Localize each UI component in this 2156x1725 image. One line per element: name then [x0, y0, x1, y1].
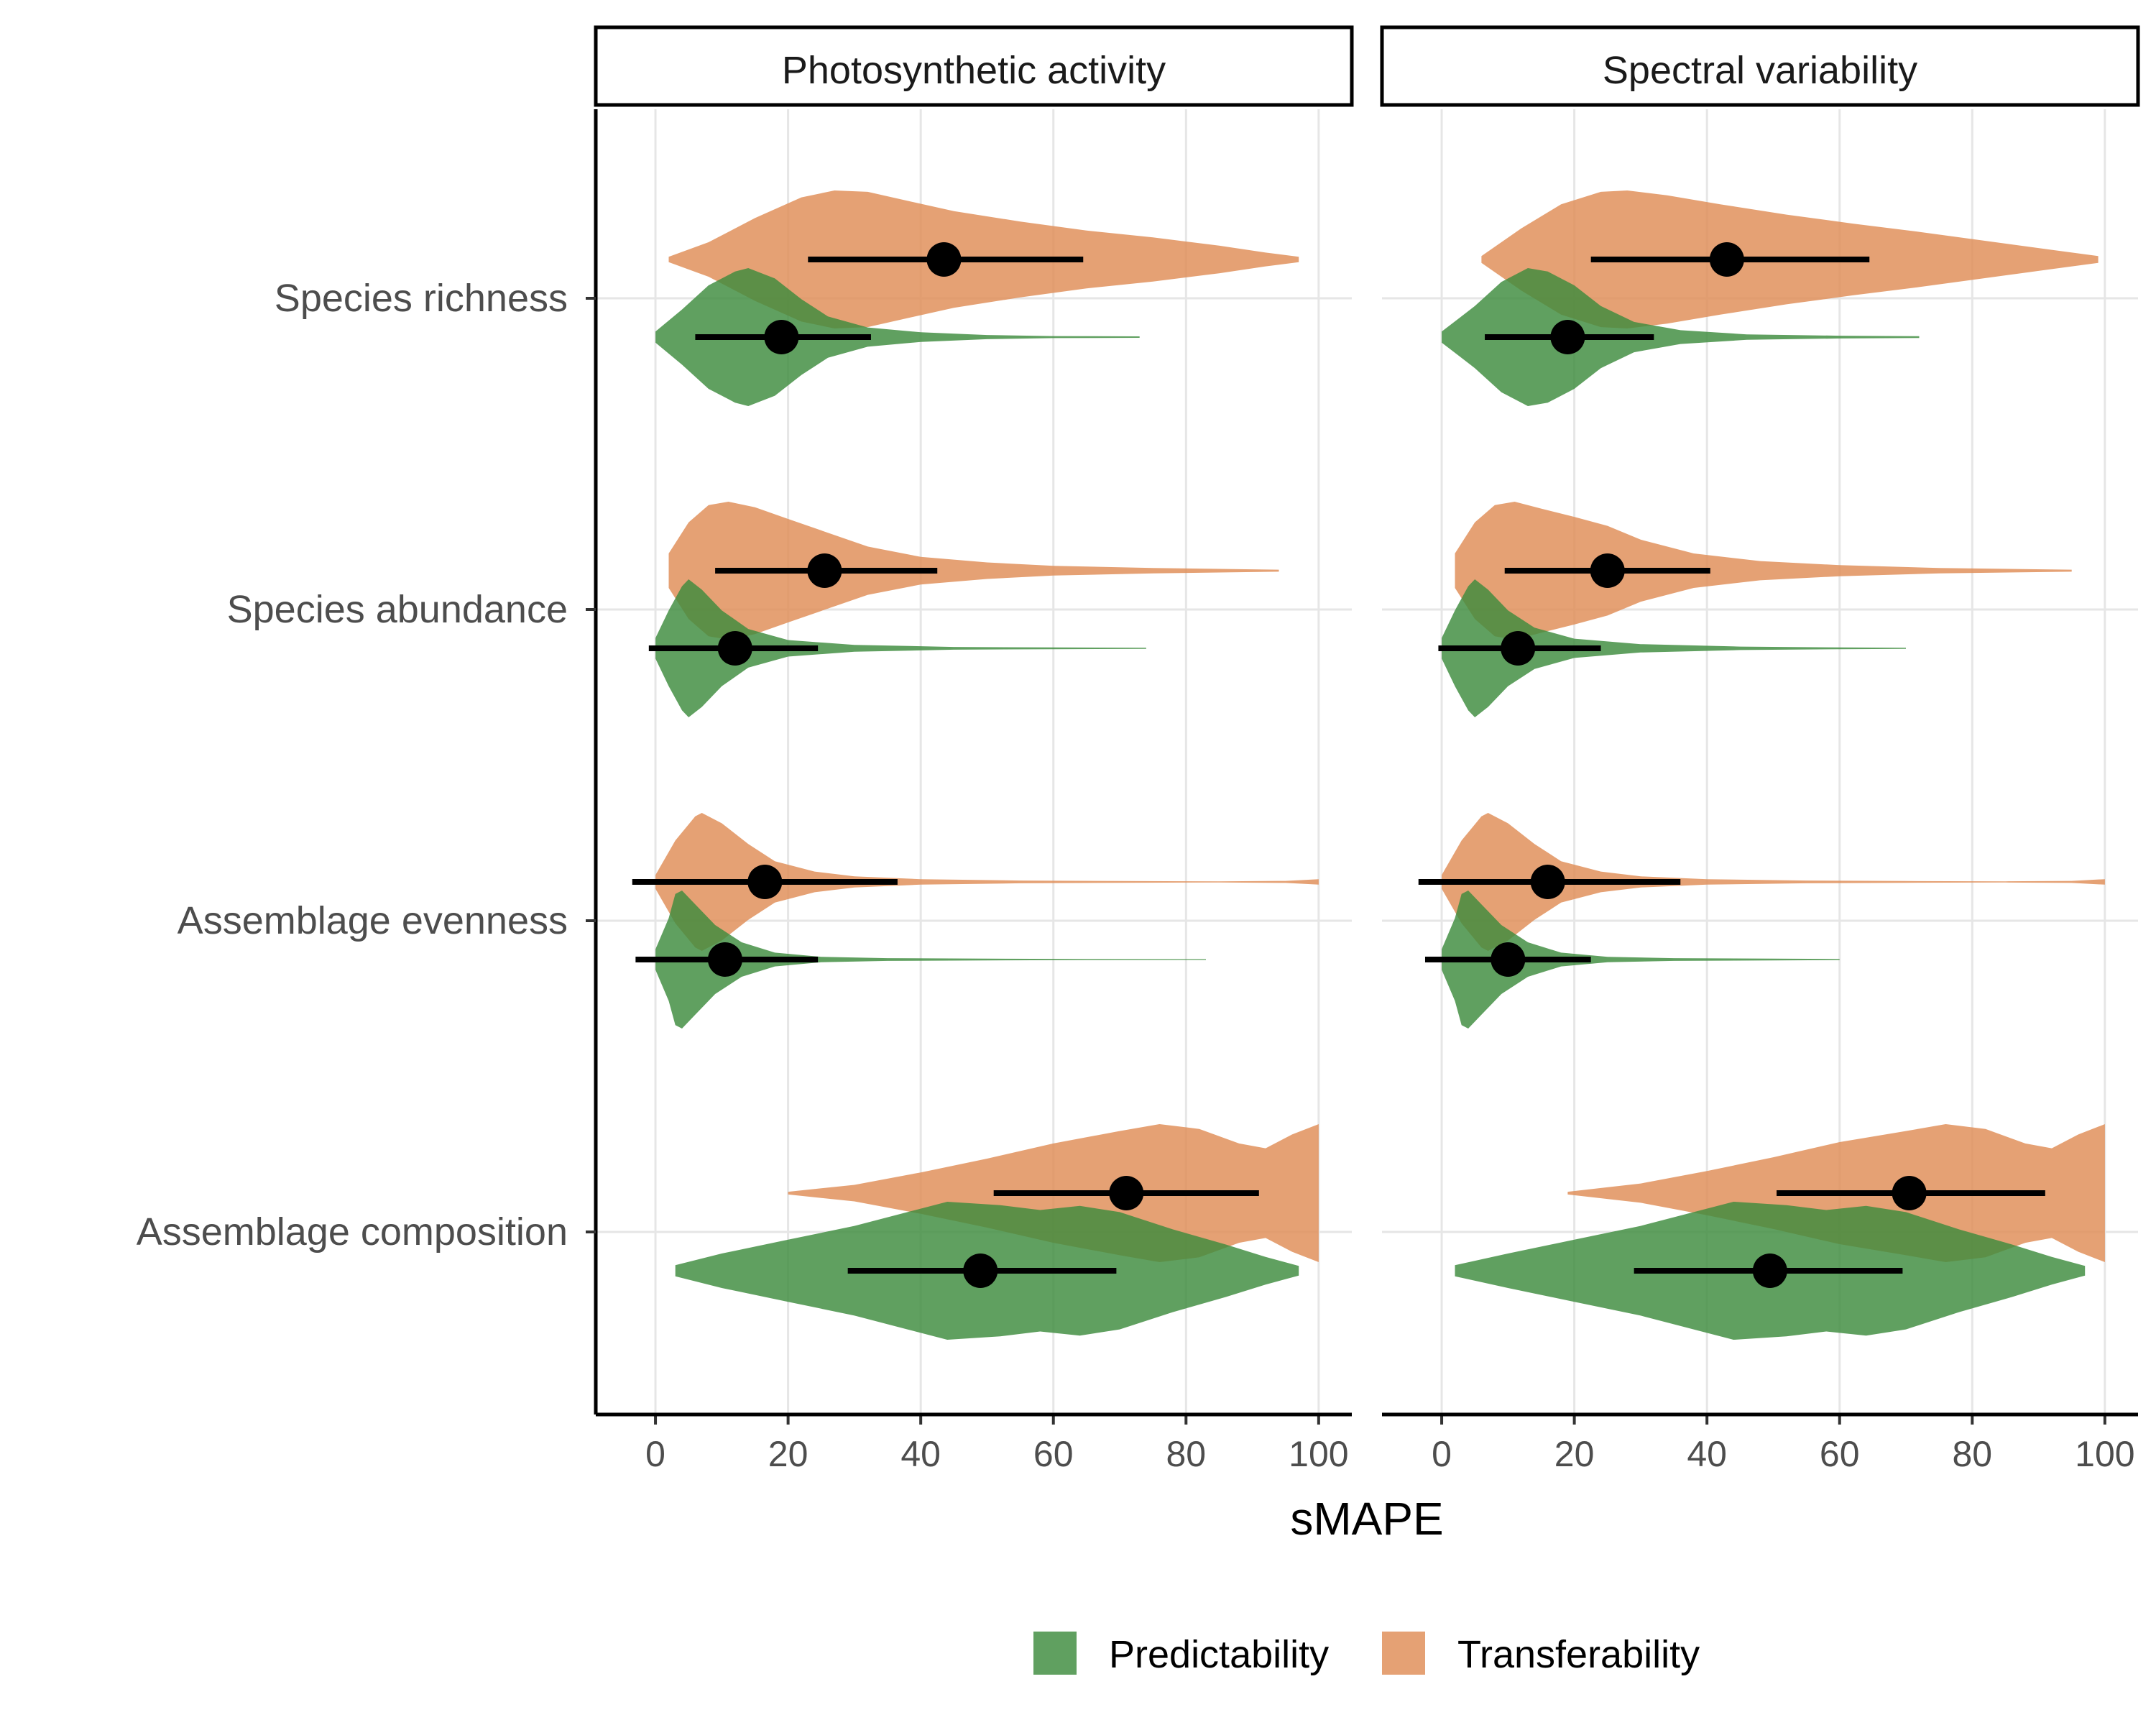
mean-point-assemblage-evenness-transferability	[747, 865, 783, 899]
mean-point-assemblage-evenness-predictability	[707, 942, 742, 977]
facet-label: Spectral variability	[1603, 49, 1917, 92]
x-tick-label: 0	[1432, 1434, 1452, 1474]
mean-point-assemblage-composition-transferability	[1109, 1176, 1144, 1210]
violin-species-abundance-predictability	[1442, 579, 1906, 717]
violin-species-abundance-transferability	[1455, 502, 2072, 640]
mean-point-species-richness-transferability	[1709, 242, 1744, 277]
mean-point-species-richness-predictability	[1550, 320, 1585, 354]
mean-point-species-abundance-transferability	[1590, 553, 1625, 588]
violin-species-richness-predictability	[655, 268, 1140, 406]
mean-point-assemblage-evenness-transferability	[1530, 865, 1565, 899]
mean-point-assemblage-composition-transferability	[1892, 1176, 1927, 1210]
x-tick-label: 40	[900, 1434, 941, 1474]
axes-layer: 0 20 40 60 80 100 0 20 40 60 80 100	[586, 109, 2138, 1474]
x-tick-label: 100	[1289, 1434, 1348, 1474]
x-tick-label: 100	[2075, 1434, 2134, 1474]
category-label-species-abundance: Species abundance	[227, 588, 568, 631]
mean-point-assemblage-evenness-predictability	[1491, 942, 1526, 977]
violin-assemblage-evenness-transferability	[655, 813, 1319, 951]
legend-swatch-transferability	[1382, 1632, 1425, 1675]
violin-assemblage-evenness-predictability	[1442, 891, 1840, 1029]
mean-point-assemblage-composition-predictability	[1752, 1254, 1787, 1288]
category-label-assemblage-composition: Assemblage composition	[137, 1210, 568, 1254]
legend: Predictability Transferability	[1033, 1632, 1700, 1676]
violin-assemblage-evenness-predictability	[655, 891, 1206, 1029]
mean-point-species-richness-predictability	[764, 320, 799, 354]
mean-point-species-abundance-predictability	[717, 631, 752, 666]
x-axis-title: sMAPE	[1290, 1493, 1443, 1545]
mean-point-species-richness-transferability	[926, 242, 962, 277]
legend-label-transferability: Transferability	[1457, 1633, 1700, 1676]
x-tick-label: 0	[645, 1434, 665, 1474]
mean-point-species-abundance-predictability	[1501, 631, 1536, 666]
x-tick-label: 80	[1952, 1434, 1992, 1474]
violin-species-abundance-transferability	[668, 502, 1279, 640]
x-tick-label: 60	[1820, 1434, 1860, 1474]
x-tick-label: 80	[1166, 1434, 1206, 1474]
facet-strip-spectral: Spectral variability	[1380, 25, 2140, 107]
violins-layer	[655, 190, 2105, 1340]
x-tick-label: 60	[1033, 1434, 1074, 1474]
x-tick-label: 20	[768, 1434, 808, 1474]
mean-point-species-abundance-transferability	[807, 553, 842, 588]
violin-species-richness-predictability	[1442, 268, 1920, 406]
facet-strip-photosynthetic: Photosynthetic activity	[594, 25, 1354, 107]
x-tick-label: 20	[1554, 1434, 1595, 1474]
category-label-assemblage-evenness: Assemblage evenness	[178, 899, 568, 942]
mean-point-assemblage-composition-predictability	[963, 1254, 998, 1288]
violin-assemblage-evenness-transferability	[1442, 813, 2105, 951]
legend-swatch-predictability	[1033, 1632, 1077, 1675]
facet-label: Photosynthetic activity	[782, 49, 1166, 92]
violin-species-abundance-predictability	[655, 579, 1146, 717]
x-tick-label: 40	[1687, 1434, 1727, 1474]
legend-label-predictability: Predictability	[1109, 1633, 1329, 1676]
points-layer	[632, 242, 2045, 1288]
category-label-species-richness: Species richness	[275, 277, 568, 320]
